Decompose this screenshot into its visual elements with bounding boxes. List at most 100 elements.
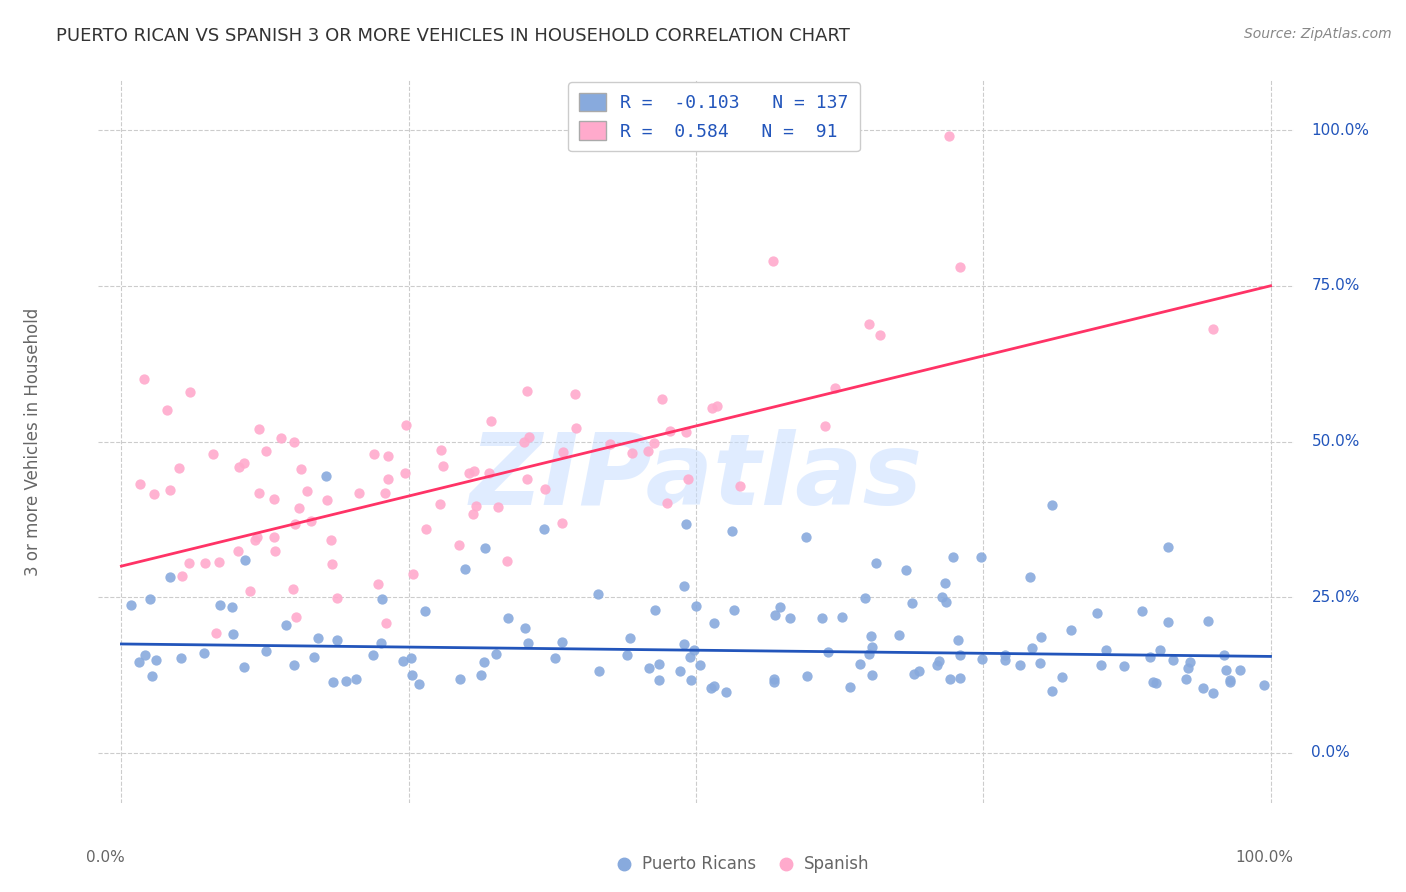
Text: Source: ZipAtlas.com: Source: ZipAtlas.com xyxy=(1244,27,1392,41)
Point xyxy=(325,591,347,605)
Point xyxy=(316,493,339,508)
Point xyxy=(689,657,711,672)
Point xyxy=(209,598,232,612)
Point xyxy=(814,418,837,433)
Point xyxy=(274,618,297,632)
Point xyxy=(938,129,960,144)
Point xyxy=(377,450,399,464)
Text: 75.0%: 75.0% xyxy=(1312,278,1360,293)
Point xyxy=(970,651,993,665)
Point xyxy=(1213,648,1236,662)
Point xyxy=(762,675,785,690)
Point xyxy=(347,486,370,500)
Point xyxy=(858,317,880,331)
Point xyxy=(326,632,349,647)
Point xyxy=(179,556,201,570)
Point xyxy=(233,553,256,567)
Point xyxy=(193,646,215,660)
Point xyxy=(949,671,972,685)
Text: Puerto Ricans: Puerto Ricans xyxy=(643,855,756,873)
Point xyxy=(860,640,883,654)
Point xyxy=(283,434,305,449)
Text: 100.0%: 100.0% xyxy=(1236,850,1294,864)
Point xyxy=(474,541,496,555)
Point xyxy=(685,599,707,614)
Point xyxy=(263,543,285,558)
Point xyxy=(395,418,418,433)
Point xyxy=(894,564,917,578)
Text: 25.0%: 25.0% xyxy=(1312,590,1360,605)
Point xyxy=(651,392,673,406)
Point xyxy=(810,610,832,624)
Point xyxy=(449,672,471,686)
Point xyxy=(515,621,537,635)
Point xyxy=(321,533,343,547)
Point xyxy=(644,603,666,617)
Point xyxy=(533,522,555,536)
Point xyxy=(263,530,285,544)
Point xyxy=(794,530,817,544)
Point xyxy=(1042,683,1064,698)
Point xyxy=(170,569,193,583)
Point xyxy=(668,665,690,679)
Point xyxy=(1090,657,1112,672)
Point xyxy=(721,524,744,538)
Point xyxy=(769,600,792,615)
Point xyxy=(679,673,702,687)
Point xyxy=(516,472,538,486)
Point xyxy=(205,626,228,640)
Point xyxy=(232,659,254,673)
Point xyxy=(367,577,389,591)
Point xyxy=(533,482,555,496)
Point xyxy=(928,654,950,668)
Point xyxy=(637,443,659,458)
Point xyxy=(263,491,285,506)
Point xyxy=(1219,673,1241,688)
Point xyxy=(925,658,948,673)
Point xyxy=(142,487,165,501)
Point xyxy=(361,648,384,662)
Point xyxy=(969,550,991,565)
Point xyxy=(903,667,925,681)
Point xyxy=(683,642,706,657)
Point xyxy=(134,648,156,662)
Point xyxy=(1219,675,1241,690)
Point xyxy=(824,381,846,395)
Point xyxy=(167,460,190,475)
Point xyxy=(453,562,475,576)
Point xyxy=(900,596,922,610)
Point xyxy=(141,669,163,683)
Point xyxy=(179,384,201,399)
Point xyxy=(145,652,167,666)
Point xyxy=(714,685,737,699)
Point xyxy=(484,647,506,661)
Point xyxy=(302,650,325,665)
Point xyxy=(1029,631,1052,645)
Point xyxy=(763,608,786,623)
Point xyxy=(648,673,671,688)
Point xyxy=(408,677,430,691)
Point xyxy=(202,447,225,461)
Point xyxy=(222,627,245,641)
Point xyxy=(457,466,479,480)
Point xyxy=(564,420,586,434)
Point xyxy=(374,615,396,630)
Point xyxy=(432,459,454,474)
Point xyxy=(287,501,309,516)
Point xyxy=(723,603,745,617)
Point xyxy=(865,556,887,570)
Text: PUERTO RICAN VS SPANISH 3 OR MORE VEHICLES IN HOUSEHOLD CORRELATION CHART: PUERTO RICAN VS SPANISH 3 OR MORE VEHICL… xyxy=(56,27,851,45)
Text: 0.0%: 0.0% xyxy=(87,850,125,864)
Point xyxy=(478,466,501,480)
Point xyxy=(1157,615,1180,629)
Point xyxy=(1175,672,1198,686)
Point xyxy=(848,657,870,672)
Point xyxy=(465,499,488,513)
Point xyxy=(1192,681,1215,695)
Point xyxy=(1139,650,1161,665)
Point xyxy=(159,483,181,497)
Point xyxy=(247,486,270,500)
Point xyxy=(447,538,470,552)
Point xyxy=(935,595,957,609)
Point xyxy=(394,467,416,481)
